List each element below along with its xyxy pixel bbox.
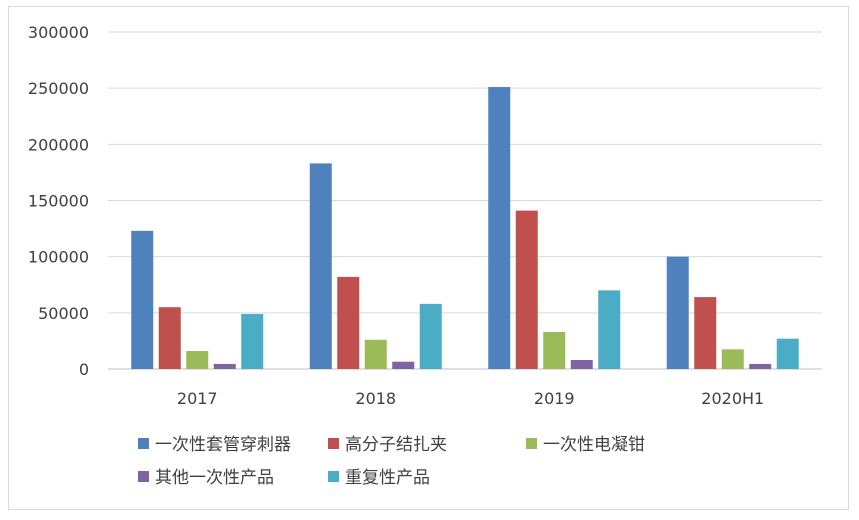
bar <box>213 363 236 369</box>
y-tick-label: 300000 <box>28 23 89 42</box>
bar <box>158 307 181 369</box>
bar <box>776 338 799 369</box>
x-axis-ticks: 2017 2018 2019 2020H1 <box>177 389 764 408</box>
bar <box>598 290 621 369</box>
legend-label: 其他一次性产品 <box>155 468 274 488</box>
bar <box>392 361 415 369</box>
bar <box>309 163 332 369</box>
y-axis-ticks: 0 50000 100000 150000 200000 250000 300000 <box>28 23 89 379</box>
y-tick-label: 0 <box>79 360 89 379</box>
y-tick-label: 200000 <box>28 135 89 154</box>
y-tick-label: 100000 <box>28 248 89 267</box>
bar <box>515 210 538 369</box>
bar <box>241 313 264 369</box>
legend-label: 一次性套管穿刺器 <box>155 435 291 455</box>
bar <box>419 303 442 369</box>
legend-item: 重复性产品 <box>328 468 430 488</box>
bar <box>570 360 593 369</box>
bar <box>186 351 209 369</box>
legend-label: 高分子结扎夹 <box>345 435 447 455</box>
legend-item: 一次性套管穿刺器 <box>138 435 291 455</box>
bar <box>749 363 772 369</box>
legend-label: 一次性电凝钳 <box>543 435 645 455</box>
bars <box>131 87 799 369</box>
bar <box>694 297 717 369</box>
bar <box>721 349 744 369</box>
legend-swatch <box>526 438 537 449</box>
bar <box>543 331 566 369</box>
legend-label: 重复性产品 <box>345 468 430 488</box>
legend-item: 其他一次性产品 <box>138 468 274 488</box>
x-tick-label: 2019 <box>534 389 575 408</box>
x-tick-label: 2017 <box>177 389 218 408</box>
bar <box>131 230 154 369</box>
x-tick-label: 2018 <box>355 389 396 408</box>
bar <box>337 276 360 369</box>
legend-item: 一次性电凝钳 <box>526 435 645 455</box>
legend-swatch <box>138 438 149 449</box>
legend-item: 高分子结扎夹 <box>328 435 447 455</box>
legend-swatch <box>328 438 339 449</box>
bar <box>666 256 689 369</box>
y-tick-label: 150000 <box>28 192 89 211</box>
x-tick-label: 2020H1 <box>701 389 764 408</box>
legend-swatch <box>328 471 339 482</box>
y-tick-label: 250000 <box>28 79 89 98</box>
legend-swatch <box>138 471 149 482</box>
bar <box>488 87 511 369</box>
y-tick-label: 50000 <box>38 304 89 323</box>
bar <box>364 339 387 369</box>
